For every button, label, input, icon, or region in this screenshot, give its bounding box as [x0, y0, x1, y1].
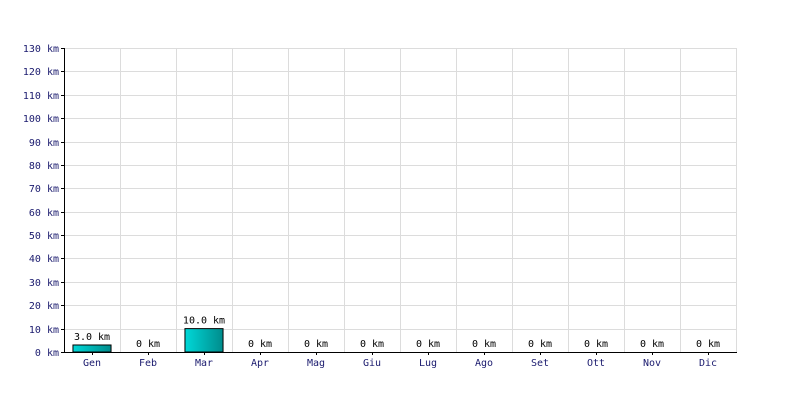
data-label-set: 0 km — [528, 339, 552, 350]
data-label-nov: 0 km — [640, 339, 664, 350]
x-tick-label-ago: Ago — [475, 358, 493, 369]
x-tick-label-nov: Nov — [643, 358, 661, 369]
x-tick-label-gen: Gen — [83, 358, 101, 369]
bar-gen — [72, 344, 112, 353]
y-tick-label: 40 km — [29, 254, 59, 265]
y-tick-label: 60 km — [29, 208, 59, 219]
x-tick-label-dic: Dic — [699, 358, 717, 369]
x-tick-label-apr: Apr — [251, 358, 269, 369]
y-tick-label: 10 km — [29, 325, 59, 336]
y-tick-label: 110 km — [23, 91, 59, 102]
data-label-gen: 3.0 km — [74, 332, 110, 343]
axis-layer — [61, 48, 737, 355]
y-tick-label: 130 km — [23, 44, 59, 55]
y-tick-label: 80 km — [29, 161, 59, 172]
y-tick-label: 120 km — [23, 67, 59, 78]
x-tick-label-lug: Lug — [419, 358, 437, 369]
y-tick-label: 50 km — [29, 231, 59, 242]
grid-layer — [64, 48, 737, 352]
y-tick-label: 0 km — [35, 348, 59, 359]
data-label-ago: 0 km — [472, 339, 496, 350]
y-tick-label: 100 km — [23, 114, 59, 125]
y-tick-label: 70 km — [29, 184, 59, 195]
data-label-ott: 0 km — [584, 339, 608, 350]
x-tick-label-set: Set — [531, 358, 549, 369]
data-label-mag: 0 km — [304, 339, 328, 350]
data-label-apr: 0 km — [248, 339, 272, 350]
x-tick-label-giu: Giu — [363, 358, 381, 369]
x-tick-label-ott: Ott — [587, 358, 605, 369]
data-label-feb: 0 km — [136, 339, 160, 350]
x-tick-label-mag: Mag — [307, 358, 325, 369]
bar-mar — [184, 328, 224, 353]
data-label-giu: 0 km — [360, 339, 384, 350]
data-label-lug: 0 km — [416, 339, 440, 350]
y-tick-label: 30 km — [29, 278, 59, 289]
y-tick-label: 90 km — [29, 138, 59, 149]
x-tick-label-feb: Feb — [139, 358, 157, 369]
y-tick-label: 20 km — [29, 301, 59, 312]
data-label-mar: 10.0 km — [183, 316, 225, 327]
label-layer: 0 km 10 km 20 km 30 km 40 km 50 km 60 km 70 km 8… — [23, 44, 720, 369]
data-label-dic: 0 km — [696, 339, 720, 350]
x-tick-label-mar: Mar — [195, 358, 213, 369]
